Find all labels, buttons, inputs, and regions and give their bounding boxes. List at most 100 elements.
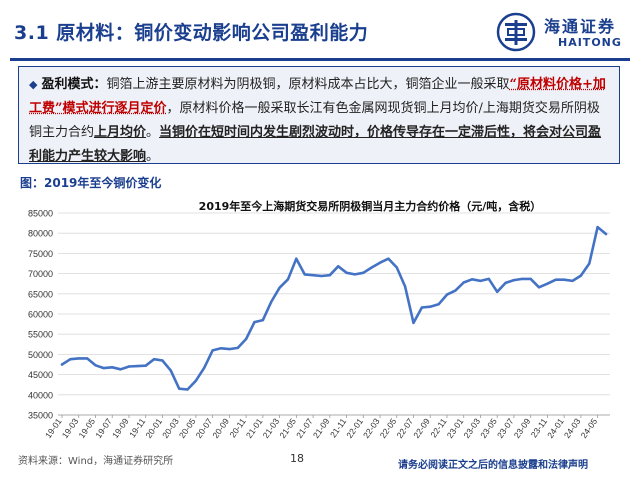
x-tick-label: 22-09 bbox=[411, 416, 432, 440]
x-tick-label: 19-09 bbox=[110, 416, 131, 440]
data-point bbox=[186, 388, 189, 391]
header: 3.1 原材料：铜价变动影响公司盈利能力 海通证券 HAITONG bbox=[0, 0, 640, 62]
haitong-logo-icon bbox=[496, 12, 536, 52]
copper-price-line bbox=[60, 225, 608, 391]
data-point bbox=[144, 364, 147, 367]
y-tick-label: 80000 bbox=[28, 229, 53, 239]
x-tick-label: 19-03 bbox=[60, 416, 81, 440]
data-point bbox=[412, 321, 415, 325]
data-point bbox=[328, 274, 331, 277]
x-tick-label: 21-05 bbox=[277, 416, 298, 440]
callout-underline-impact: 当铜价在短时间内发生剧烈波动时，价格传导存在一定滞后性，将会对公司盈利能力产生较… bbox=[29, 125, 602, 164]
callout-segment-1: 铜箔上游主要原材料为阴极铜，原材料成本占比大，铜箔企业一般采取 bbox=[106, 77, 510, 92]
y-tick-label: 85000 bbox=[28, 209, 53, 219]
callout-underline-avg: 上月均价 bbox=[94, 125, 147, 140]
data-point bbox=[127, 365, 131, 368]
x-tick-label: 20-01 bbox=[143, 416, 164, 440]
header-rule bbox=[10, 58, 630, 61]
data-point bbox=[529, 277, 532, 281]
chart-title: 2019年至今上海期货交易所阴极铜当月主力合约价格（元/吨，含税） bbox=[198, 200, 542, 213]
x-tick-label: 19-05 bbox=[76, 416, 97, 440]
data-point bbox=[353, 273, 357, 276]
data-point bbox=[60, 363, 64, 366]
data-point bbox=[437, 303, 440, 306]
data-point bbox=[270, 300, 273, 304]
data-point bbox=[295, 257, 298, 260]
y-tick-label: 60000 bbox=[28, 310, 53, 320]
data-point bbox=[236, 346, 239, 350]
callout-text: ◆ 盈利模式：铜箔上游主要原材料为阴极铜，原材料成本占比大，铜箔企业一般采取“原材… bbox=[29, 73, 609, 169]
callout-segment-3: ，原材料价格一般采取长江有色金属网现货铜上月均价/上海期货交易所阴极铜主力合约 bbox=[29, 101, 600, 140]
data-point bbox=[588, 262, 591, 265]
data-point bbox=[169, 369, 172, 372]
data-point bbox=[303, 273, 306, 276]
copper-price-chart: 35000 40000 45000 50000 55000 60000 65000 70000… bbox=[28, 209, 610, 440]
data-point bbox=[286, 278, 290, 281]
callout-segment-5: 。 bbox=[146, 125, 160, 140]
data-point bbox=[487, 277, 490, 281]
y-tick-label: 55000 bbox=[28, 330, 53, 340]
x-tick-label: 23-03 bbox=[461, 416, 482, 440]
x-tick-label: 23-09 bbox=[512, 416, 533, 440]
callout-label: 盈利模式： bbox=[41, 77, 107, 92]
data-point bbox=[161, 359, 164, 362]
x-tick-label: 20-03 bbox=[160, 416, 181, 440]
x-tick-label: 21-01 bbox=[244, 416, 265, 440]
x-tick-label: 23-07 bbox=[495, 416, 516, 440]
data-point bbox=[178, 387, 181, 390]
logo-text-cn: 海通证券 bbox=[544, 17, 617, 36]
data-point bbox=[604, 232, 608, 236]
data-point bbox=[470, 278, 474, 281]
data-point bbox=[136, 364, 139, 368]
data-point bbox=[521, 277, 524, 281]
x-tick-label: 24-03 bbox=[562, 416, 583, 440]
x-tick-label: 22-03 bbox=[361, 416, 382, 440]
data-point bbox=[454, 289, 457, 292]
x-tick-label: 20-09 bbox=[210, 416, 231, 440]
data-point bbox=[211, 349, 214, 352]
haitong-logo: 海通证券 HAITONG bbox=[496, 10, 636, 54]
data-point bbox=[253, 320, 256, 324]
data-point bbox=[537, 286, 541, 289]
data-point bbox=[111, 366, 114, 369]
x-tick-label: 21-03 bbox=[261, 416, 282, 440]
data-point bbox=[194, 379, 198, 382]
data-point bbox=[571, 279, 574, 283]
x-tick-label: 22-01 bbox=[344, 416, 365, 440]
x-tick-label: 21-09 bbox=[311, 416, 332, 440]
data-point bbox=[504, 281, 507, 285]
x-tick-label: 23-05 bbox=[478, 416, 499, 440]
data-point bbox=[152, 358, 156, 361]
data-point bbox=[403, 285, 407, 288]
data-point bbox=[102, 366, 106, 370]
data-point bbox=[479, 279, 482, 283]
y-tick-label: 35000 bbox=[28, 411, 53, 421]
data-point bbox=[85, 357, 89, 360]
x-tick-label: 23-01 bbox=[445, 416, 466, 440]
data-point bbox=[596, 225, 599, 229]
page-number: 18 bbox=[290, 452, 304, 465]
disclaimer: 请务必阅读正文之后的信息披露和法律声明 bbox=[398, 460, 588, 471]
data-point bbox=[496, 290, 499, 293]
data-point bbox=[362, 271, 365, 274]
data-point bbox=[579, 274, 583, 277]
data-point bbox=[278, 286, 281, 289]
y-tick-label: 45000 bbox=[28, 370, 53, 380]
x-tick-label: 21-07 bbox=[294, 416, 315, 440]
data-point bbox=[244, 337, 248, 341]
profit-model-callout: ◆ 盈利模式：铜箔上游主要原材料为阴极铜，原材料成本占比大，铜箔企业一般采取“原材… bbox=[18, 66, 620, 164]
data-point bbox=[203, 366, 206, 369]
data-point bbox=[420, 306, 424, 309]
data-point bbox=[429, 305, 432, 308]
x-tick-label: 22-05 bbox=[378, 416, 399, 440]
x-tick-label: 20-07 bbox=[194, 416, 215, 440]
diamond-bullet-icon: ◆ bbox=[29, 78, 38, 91]
x-tick-label: 22-07 bbox=[394, 416, 415, 440]
data-point bbox=[395, 266, 398, 269]
data-point bbox=[345, 271, 348, 274]
x-tick-label: 20-05 bbox=[177, 416, 198, 440]
logo-text-en: HAITONG bbox=[558, 36, 622, 49]
data-point bbox=[320, 274, 323, 278]
data-point bbox=[219, 347, 223, 350]
data-point bbox=[94, 364, 97, 367]
